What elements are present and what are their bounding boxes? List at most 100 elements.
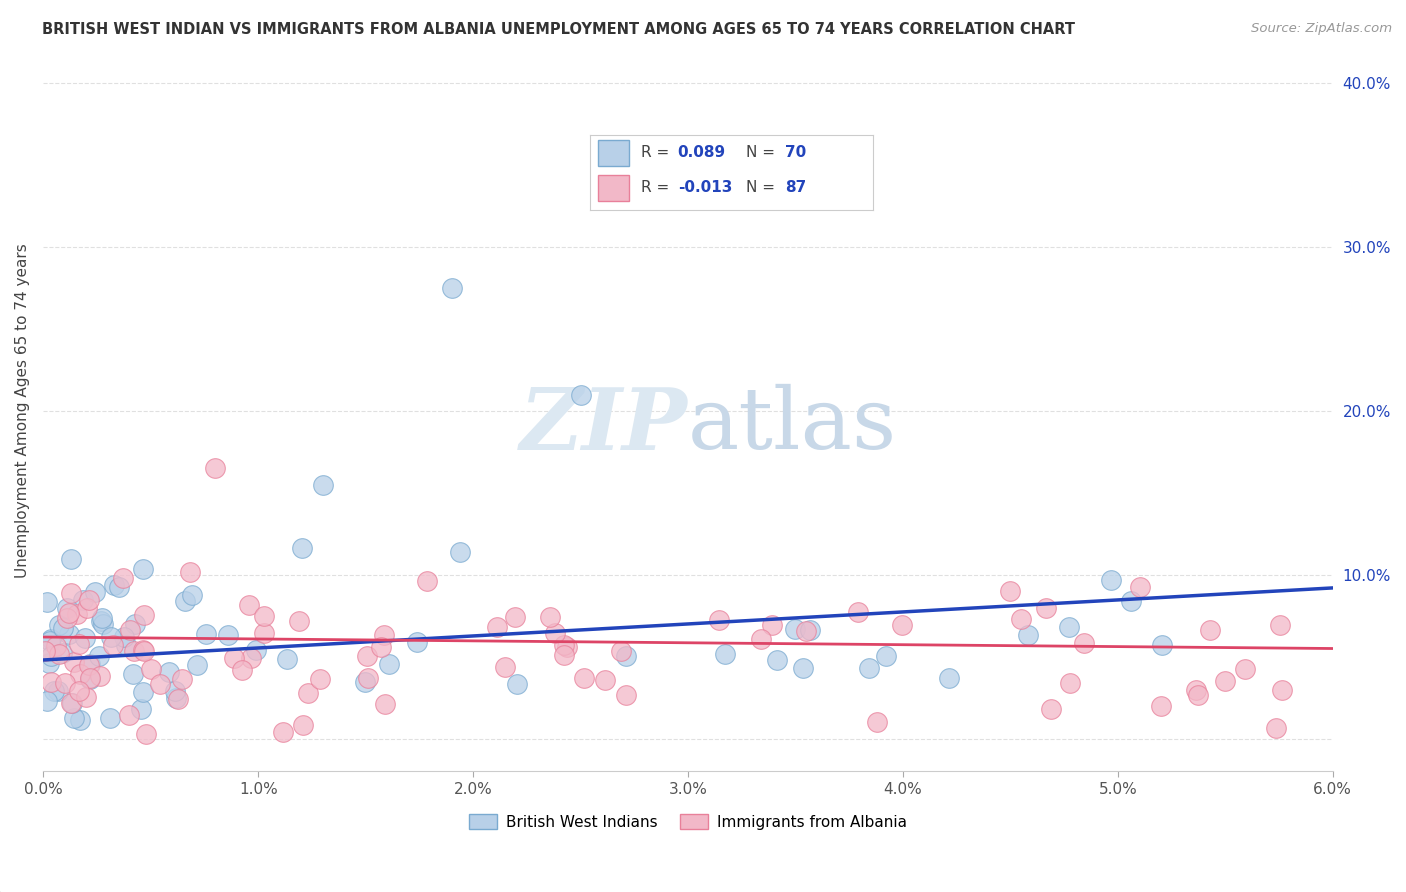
British West Indians bbox=[93, 617, 115, 632]
Immigrants from Albania bbox=[59, 696, 82, 710]
Immigrants from Albania bbox=[291, 718, 314, 732]
Immigrants from Albania bbox=[101, 638, 124, 652]
Immigrants from Albania bbox=[309, 672, 332, 686]
Immigrants from Albania bbox=[75, 690, 97, 704]
Immigrants from Albania bbox=[89, 669, 111, 683]
Immigrants from Albania bbox=[503, 610, 526, 624]
Text: BRITISH WEST INDIAN VS IMMIGRANTS FROM ALBANIA UNEMPLOYMENT AMONG AGES 65 TO 74 : BRITISH WEST INDIAN VS IMMIGRANTS FROM A… bbox=[42, 22, 1076, 37]
British West Indians bbox=[121, 666, 143, 681]
Immigrants from Albania bbox=[39, 675, 62, 690]
Text: 70: 70 bbox=[786, 145, 807, 161]
Immigrants from Albania bbox=[356, 649, 378, 664]
British West Indians bbox=[56, 601, 79, 615]
Immigrants from Albania bbox=[614, 688, 637, 702]
British West Indians bbox=[783, 622, 806, 636]
British West Indians bbox=[58, 627, 80, 641]
Immigrants from Albania bbox=[761, 618, 783, 632]
Immigrants from Albania bbox=[357, 671, 380, 685]
Immigrants from Albania bbox=[222, 650, 245, 665]
British West Indians bbox=[132, 562, 155, 576]
British West Indians bbox=[79, 657, 101, 672]
Text: ZIP: ZIP bbox=[520, 384, 688, 467]
Immigrants from Albania bbox=[749, 632, 772, 646]
British West Indians bbox=[46, 684, 69, 698]
British West Indians bbox=[48, 617, 70, 632]
Immigrants from Albania bbox=[253, 609, 276, 624]
Immigrants from Albania bbox=[1129, 580, 1152, 594]
British West Indians bbox=[173, 593, 195, 607]
Immigrants from Albania bbox=[122, 644, 145, 658]
British West Indians bbox=[245, 643, 267, 657]
Immigrants from Albania bbox=[231, 663, 253, 677]
Immigrants from Albania bbox=[149, 677, 172, 691]
Immigrants from Albania bbox=[67, 637, 90, 651]
Immigrants from Albania bbox=[1233, 662, 1256, 676]
British West Indians bbox=[766, 653, 789, 667]
British West Indians bbox=[792, 661, 814, 675]
Immigrants from Albania bbox=[1271, 683, 1294, 698]
Immigrants from Albania bbox=[416, 574, 439, 588]
British West Indians bbox=[87, 649, 110, 664]
Immigrants from Albania bbox=[179, 566, 201, 580]
British West Indians bbox=[1017, 628, 1039, 642]
Immigrants from Albania bbox=[555, 640, 578, 654]
British West Indians bbox=[291, 541, 314, 556]
Immigrants from Albania bbox=[1040, 701, 1063, 715]
Text: R =: R = bbox=[641, 180, 669, 194]
Immigrants from Albania bbox=[166, 691, 188, 706]
Immigrants from Albania bbox=[111, 571, 134, 585]
Immigrants from Albania bbox=[63, 656, 86, 670]
British West Indians bbox=[69, 713, 91, 727]
Immigrants from Albania bbox=[77, 657, 100, 672]
British West Indians bbox=[163, 684, 186, 698]
Immigrants from Albania bbox=[77, 593, 100, 607]
British West Indians bbox=[112, 630, 135, 644]
Immigrants from Albania bbox=[69, 667, 91, 681]
Immigrants from Albania bbox=[1000, 584, 1022, 599]
Immigrants from Albania bbox=[141, 662, 163, 676]
British West Indians bbox=[858, 661, 880, 675]
British West Indians bbox=[90, 611, 112, 625]
British West Indians bbox=[449, 545, 471, 559]
Immigrants from Albania bbox=[1213, 674, 1236, 689]
Immigrants from Albania bbox=[238, 598, 260, 612]
Immigrants from Albania bbox=[1198, 624, 1220, 638]
Immigrants from Albania bbox=[1268, 617, 1291, 632]
British West Indians bbox=[614, 648, 637, 663]
Text: -0.013: -0.013 bbox=[678, 180, 733, 194]
Immigrants from Albania bbox=[48, 647, 70, 661]
Immigrants from Albania bbox=[866, 714, 889, 729]
Immigrants from Albania bbox=[1264, 721, 1286, 735]
Immigrants from Albania bbox=[132, 643, 155, 657]
British West Indians bbox=[799, 624, 821, 638]
Immigrants from Albania bbox=[1035, 601, 1057, 615]
Immigrants from Albania bbox=[79, 671, 101, 685]
Immigrants from Albania bbox=[794, 624, 817, 638]
Y-axis label: Unemployment Among Ages 65 to 74 years: Unemployment Among Ages 65 to 74 years bbox=[15, 244, 30, 578]
British West Indians bbox=[103, 578, 125, 592]
British West Indians bbox=[312, 477, 335, 491]
British West Indians bbox=[938, 671, 960, 685]
British West Indians bbox=[1099, 573, 1122, 587]
Text: N =: N = bbox=[745, 180, 775, 194]
British West Indians bbox=[875, 649, 897, 664]
British West Indians bbox=[124, 616, 146, 631]
Immigrants from Albania bbox=[553, 648, 575, 662]
Immigrants from Albania bbox=[494, 659, 516, 673]
Immigrants from Albania bbox=[707, 613, 730, 627]
Text: R =: R = bbox=[641, 145, 669, 161]
British West Indians bbox=[440, 281, 463, 295]
Immigrants from Albania bbox=[58, 607, 80, 621]
Immigrants from Albania bbox=[610, 644, 633, 658]
British West Indians bbox=[60, 552, 83, 566]
British West Indians bbox=[157, 665, 180, 679]
British West Indians bbox=[406, 634, 429, 648]
Immigrants from Albania bbox=[118, 707, 141, 722]
Immigrants from Albania bbox=[45, 640, 67, 654]
British West Indians bbox=[180, 588, 202, 602]
Immigrants from Albania bbox=[1059, 676, 1081, 690]
British West Indians bbox=[108, 580, 131, 594]
Text: 0.089: 0.089 bbox=[678, 145, 725, 161]
Immigrants from Albania bbox=[172, 672, 194, 686]
British West Indians bbox=[129, 702, 152, 716]
